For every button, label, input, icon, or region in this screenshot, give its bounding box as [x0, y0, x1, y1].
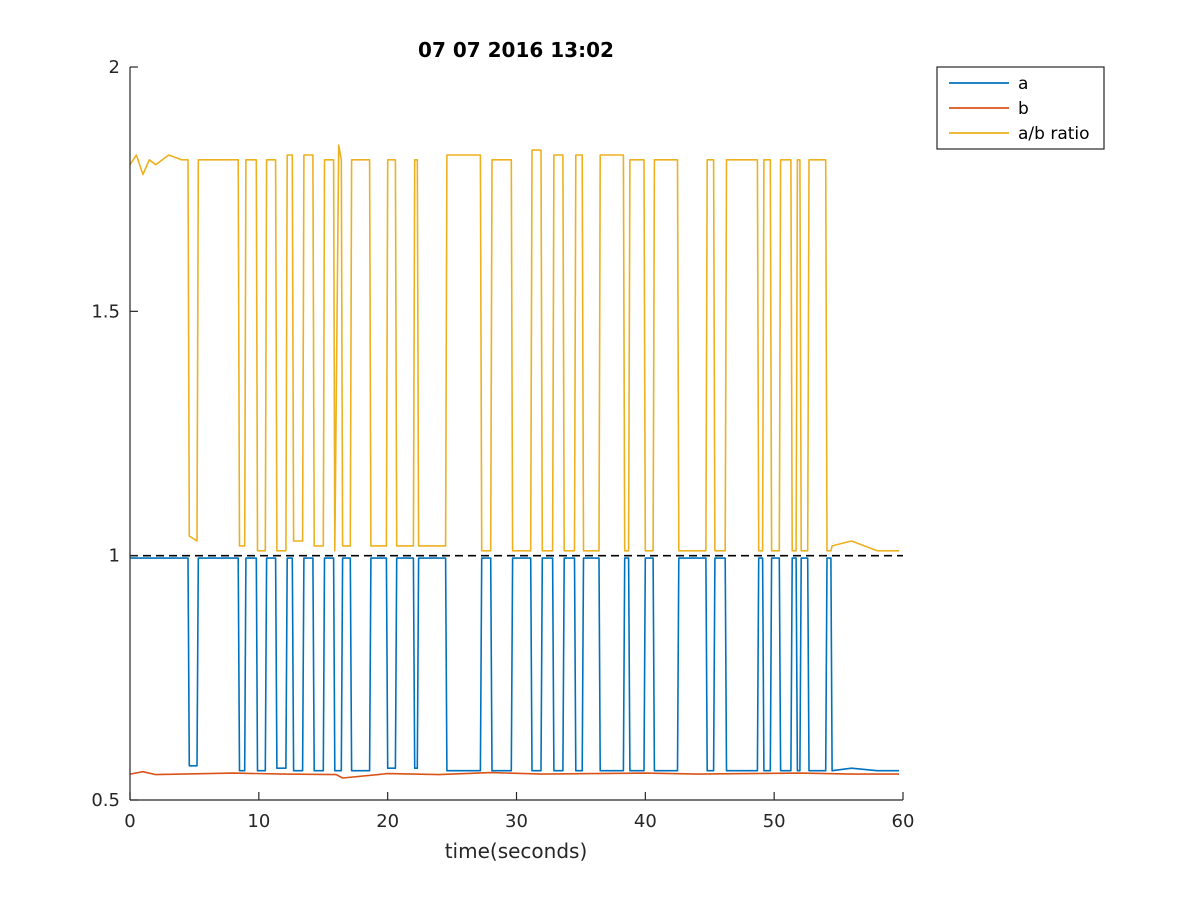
x-tick-label: 40 — [634, 811, 657, 832]
y-ticks: 0.5 1 1.5 2 — [91, 57, 138, 811]
x-tick-label: 20 — [376, 811, 399, 832]
x-ticks: 0 10 20 30 40 50 60 — [124, 792, 914, 832]
legend-entry-label: a — [1018, 74, 1028, 94]
x-tick-label: 50 — [763, 811, 786, 832]
series-line-a-b-ratio — [129, 144, 900, 552]
y-tick-label: 1.5 — [91, 301, 120, 322]
x-tick-label: 0 — [124, 811, 135, 832]
x-axis-label: time(seconds) — [445, 839, 588, 863]
x-tick-label: 10 — [247, 811, 270, 832]
plot-area — [130, 67, 903, 800]
series-line-b — [129, 770, 900, 779]
legend-box — [936, 66, 1105, 150]
axes: 0 10 20 30 40 50 60 0.511.52 07 07 2016 13:02 … — [91, 38, 914, 863]
legend: ab a/b ratio — [936, 66, 1105, 150]
series-line-a — [130, 557, 900, 772]
chart-title: 07 07 2016 13:02 — [418, 38, 614, 62]
y-tick-label: 0.5 — [91, 790, 120, 811]
legend-entry-label: a/b ratio — [1018, 124, 1090, 144]
x-tick-label: 30 — [505, 811, 528, 832]
y-tick-label: 1 — [109, 546, 120, 567]
x-tick-label: 60 — [892, 811, 915, 832]
series-layer — [129, 144, 900, 779]
y-tick-label: 2 — [109, 57, 120, 78]
legend-entry-label: b — [1018, 99, 1029, 119]
